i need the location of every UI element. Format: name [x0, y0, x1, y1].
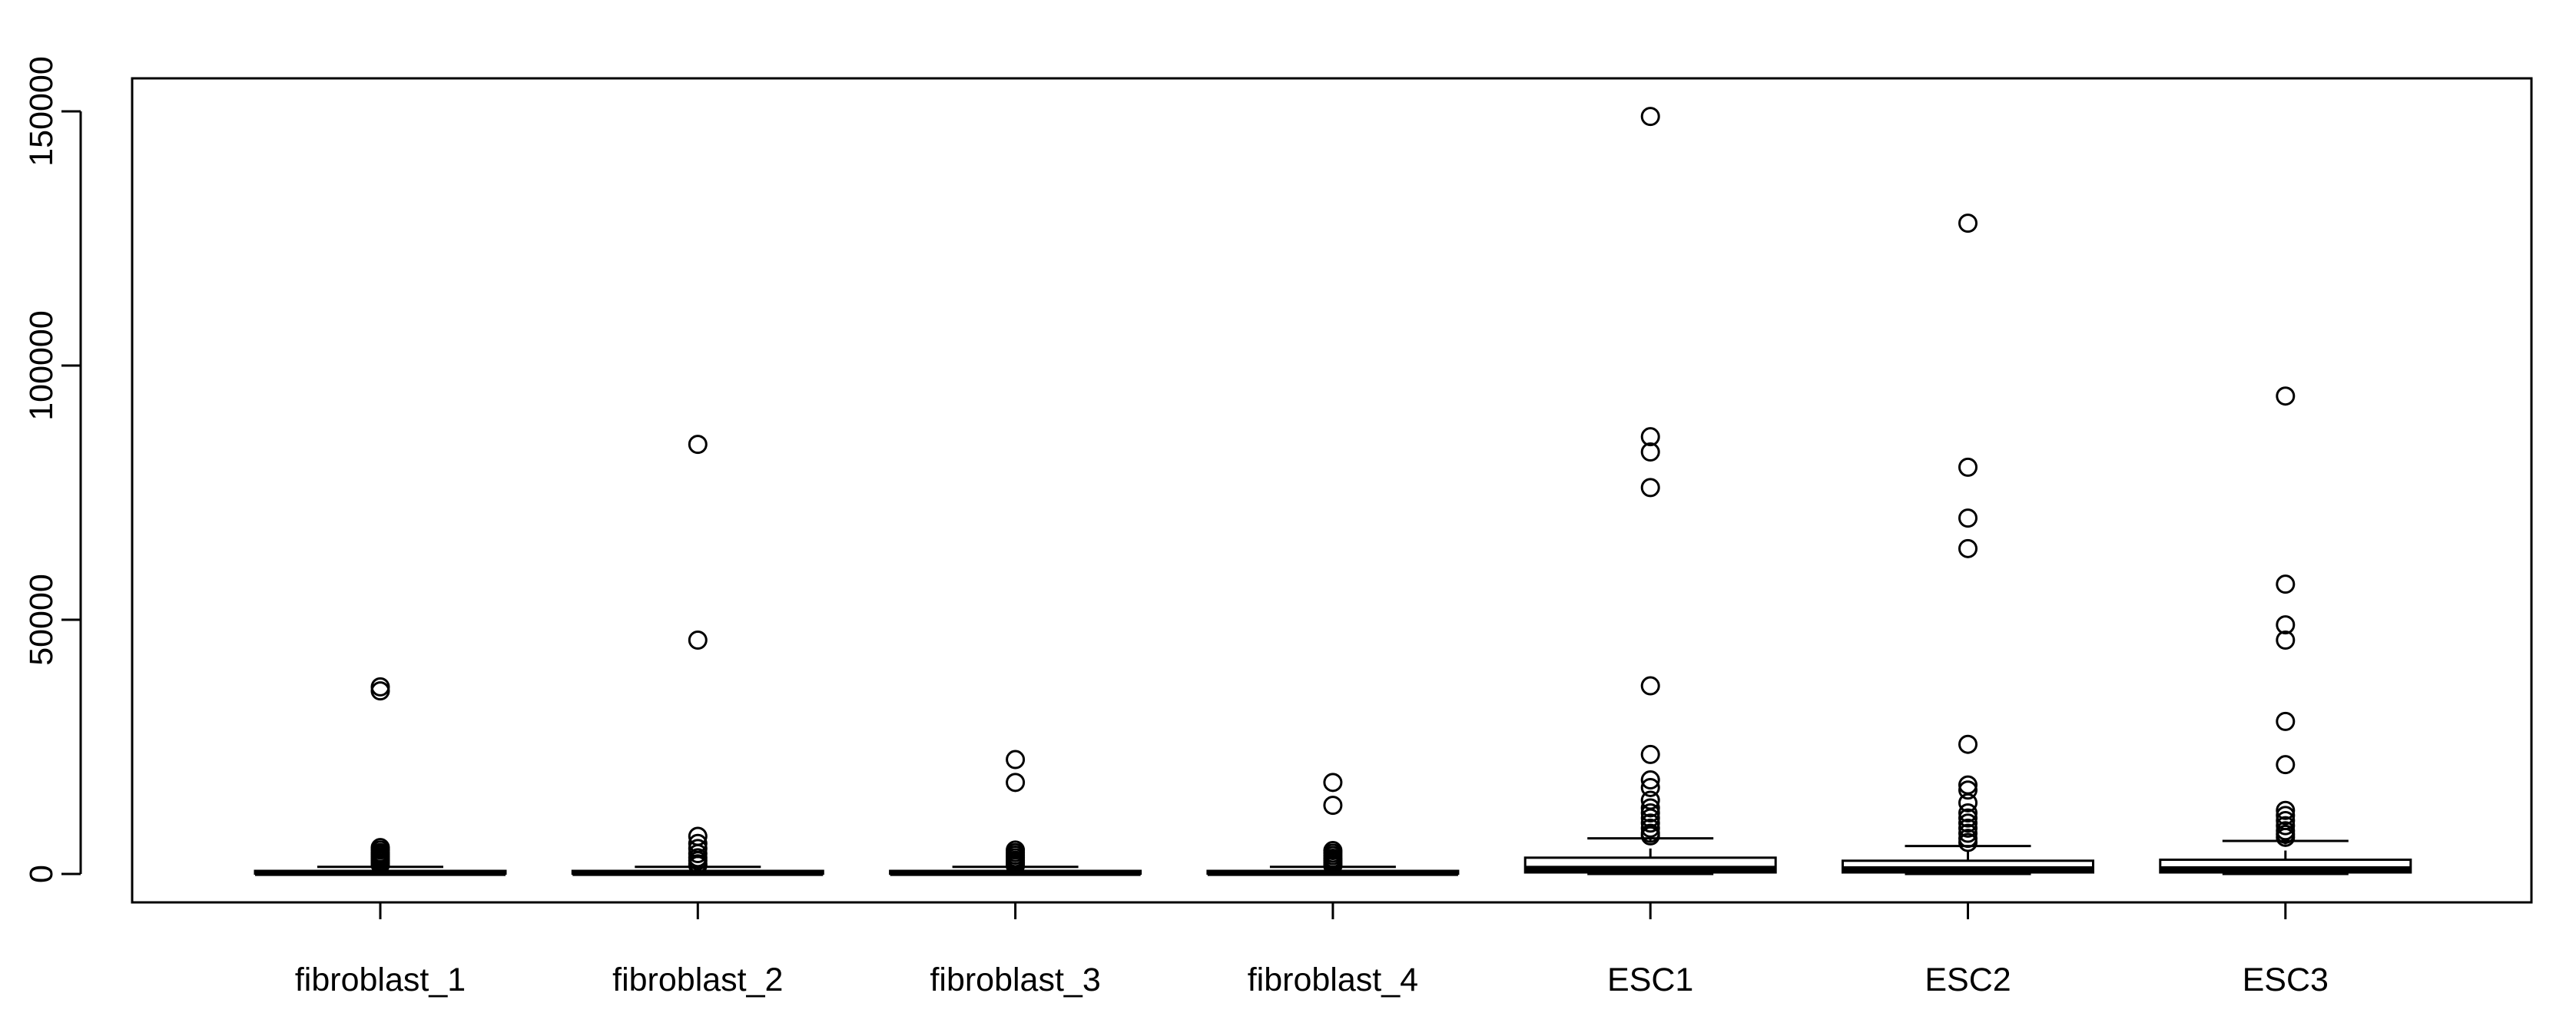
x-tick-label: fibroblast_2: [612, 962, 783, 998]
y-tick-label: 150000: [23, 56, 60, 167]
x-tick-label: fibroblast_1: [295, 962, 466, 998]
y-tick-label: 100000: [23, 310, 60, 421]
outlier-point: [1640, 818, 1660, 838]
outlier-point: [1958, 734, 1978, 754]
outlier-point: [1323, 796, 1343, 816]
x-tick-label: ESC3: [2243, 962, 2329, 998]
outlier-point: [1640, 442, 1660, 462]
x-axis-labels: fibroblast_1 fibroblast_2 fibroblast_3 fibr…: [295, 902, 2329, 998]
box-fibroblast_2: [571, 435, 824, 876]
outlier-point: [1006, 856, 1026, 875]
outlier-point: [688, 630, 708, 650]
outlier-point: [1958, 213, 1978, 233]
outlier-point: [1958, 780, 1978, 800]
outlier-point: [1640, 826, 1660, 846]
box-fibroblast_4: [1206, 773, 1460, 876]
outlier-point: [2276, 755, 2296, 775]
outlier-point: [370, 855, 390, 875]
outlier-point: [1640, 107, 1660, 127]
x-tick-label: fibroblast_4: [1248, 962, 1418, 998]
y-tick-label: 50000: [23, 574, 60, 666]
outlier-point: [2276, 816, 2296, 836]
x-tick-label: ESC2: [1925, 962, 2011, 998]
outlier-point: [2276, 711, 2296, 731]
outlier-point: [1958, 793, 1978, 813]
outlier-point: [2276, 630, 2296, 650]
outlier-point: [1323, 773, 1343, 793]
box-ESC3: [2159, 386, 2412, 875]
outlier-point: [370, 681, 390, 701]
outlier-point: [1958, 803, 1978, 823]
x-tick-label: ESC1: [1607, 962, 1693, 998]
outlier-point: [1640, 777, 1660, 797]
outlier-point: [1958, 818, 1978, 838]
outlier-point: [370, 677, 390, 697]
y-tick-label: 0: [23, 865, 60, 883]
outlier-point: [688, 856, 708, 875]
outlier-point: [1958, 538, 1978, 558]
outlier-point: [1640, 676, 1660, 696]
outlier-point: [1006, 773, 1026, 793]
outlier-point: [1006, 750, 1026, 770]
y-axis: 0 50000 100000 150000: [23, 56, 82, 883]
outlier-point: [1640, 803, 1660, 823]
outlier-point: [1640, 478, 1660, 498]
plot-area-frame: [131, 77, 2533, 904]
box-fibroblast_3: [889, 750, 1142, 876]
outlier-point: [1640, 744, 1660, 764]
outlier-point: [1958, 508, 1978, 528]
box-ESC2: [1842, 213, 2094, 875]
x-tick-label: fibroblast_3: [930, 962, 1100, 998]
outlier-point: [1958, 813, 1978, 833]
outlier-point: [688, 435, 708, 455]
outlier-point: [2276, 574, 2296, 594]
outlier-point: [1958, 823, 1978, 843]
outlier-point: [1958, 832, 1978, 852]
outlier-point: [2276, 806, 2296, 826]
outlier-point: [1323, 856, 1343, 875]
outlier-point: [1640, 813, 1660, 833]
outlier-point: [2276, 827, 2296, 847]
box-ESC1: [1523, 107, 1777, 875]
outlier-point: [1958, 808, 1978, 828]
outlier-point: [1640, 770, 1660, 790]
box-series: [254, 107, 2412, 876]
outlier-point: [2276, 800, 2296, 820]
outlier-point: [1958, 457, 1978, 477]
outlier-point: [1640, 427, 1660, 447]
outlier-point: [2276, 615, 2296, 635]
box-fibroblast_1: [254, 677, 507, 876]
outlier-point: [1640, 798, 1660, 818]
outlier-point: [2276, 386, 2296, 406]
